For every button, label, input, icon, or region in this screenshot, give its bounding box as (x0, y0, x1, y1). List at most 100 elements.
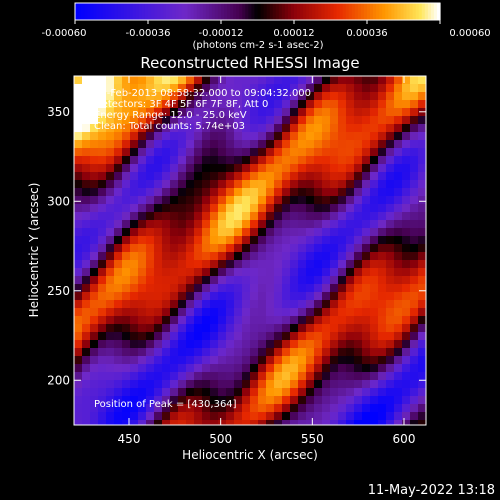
heatmap-cell (298, 188, 306, 196)
heatmap-cell (234, 316, 242, 324)
heatmap-cell (362, 308, 370, 316)
heatmap-cell (210, 364, 218, 372)
colorbar-swatch (409, 3, 414, 20)
heatmap-cell (306, 100, 314, 108)
heatmap-cell (338, 236, 346, 244)
heatmap-cell (162, 380, 170, 388)
heatmap-cell (122, 180, 130, 188)
heatmap-cell (362, 340, 370, 348)
heatmap-cell (130, 372, 138, 380)
heatmap-cell (130, 84, 138, 92)
heatmap-cell (154, 252, 162, 260)
heatmap-cell (162, 132, 170, 140)
heatmap-cell (354, 340, 362, 348)
heatmap-cell (114, 284, 122, 292)
heatmap-cell (178, 116, 186, 124)
heatmap-cell (322, 164, 330, 172)
heatmap-cell (202, 260, 210, 268)
heatmap-cell (178, 188, 186, 196)
heatmap-cell (306, 140, 314, 148)
heatmap-cell (418, 220, 426, 228)
heatmap-cell (202, 148, 210, 156)
heatmap-cell (242, 204, 250, 212)
heatmap-cell (226, 308, 234, 316)
colorbar-swatch (284, 3, 289, 20)
heatmap-cell (146, 76, 154, 84)
colorbar-swatch (318, 3, 322, 20)
heatmap-cell (266, 260, 274, 268)
heatmap-cell (242, 84, 250, 92)
heatmap-cell (410, 324, 418, 332)
heatmap-cell (402, 380, 410, 388)
heatmap-cell (378, 84, 386, 92)
heatmap-cell (106, 196, 114, 204)
heatmap-cell (386, 332, 394, 340)
colorbar-swatch (84, 3, 88, 20)
heatmap-cell (154, 388, 162, 396)
heatmap-cell (402, 276, 410, 284)
heatmap-cell (130, 332, 138, 340)
heatmap-cell (194, 188, 202, 196)
heatmap-cell (90, 324, 98, 332)
heatmap-cell (226, 188, 234, 196)
heatmap-cell (394, 220, 402, 228)
colorbar-swatch (275, 3, 280, 20)
heatmap-cell (130, 196, 138, 204)
heatmap-cell (234, 76, 242, 84)
heatmap-cell (346, 308, 354, 316)
heatmap-cell (162, 76, 170, 84)
heatmap-cell (314, 132, 322, 140)
heatmap-cell (90, 188, 98, 196)
heatmap-cell (354, 404, 362, 412)
heatmap-cell (186, 204, 194, 212)
colorbar-swatch (339, 3, 344, 20)
heatmap-cell (130, 308, 138, 316)
heatmap-cell (274, 140, 282, 148)
heatmap-cell (370, 260, 378, 268)
heatmap-cell (394, 332, 402, 340)
heatmap-cell (218, 388, 226, 396)
heatmap-cell (122, 404, 130, 412)
heatmap-cell (258, 76, 266, 84)
heatmap-cell (138, 420, 146, 425)
heatmap-cell (210, 300, 218, 308)
heatmap-cell (250, 356, 258, 364)
heatmap-cell (330, 180, 338, 188)
heatmap-cell (410, 148, 418, 156)
colorbar-swatch (287, 3, 292, 20)
heatmap-cell (250, 84, 258, 92)
heatmap-cell (306, 388, 314, 396)
colorbar-swatch (126, 3, 131, 20)
heatmap-cell (114, 372, 122, 380)
heatmap-cell (114, 276, 122, 284)
heatmap-cell (306, 340, 314, 348)
heatmap-cell (138, 228, 146, 236)
heatmap-cell (146, 228, 154, 236)
heatmap-cell (282, 92, 290, 100)
heatmap-cell (178, 220, 186, 228)
heatmap-cell (242, 332, 250, 340)
heatmap-cell (314, 204, 322, 212)
heatmap-cell (378, 252, 386, 260)
heatmap-cell (282, 84, 290, 92)
colorbar-swatch (93, 3, 97, 20)
heatmap-cell (130, 340, 138, 348)
heatmap-cell (298, 372, 306, 380)
heatmap-cell (242, 372, 250, 380)
heatmap-cell (82, 300, 90, 308)
heatmap-cell (162, 276, 170, 284)
heatmap-cell (282, 324, 290, 332)
heatmap-cell (282, 180, 290, 188)
heatmap-cell (402, 236, 410, 244)
heatmap-cell (378, 372, 386, 380)
heatmap-cell (210, 268, 218, 276)
heatmap-cell (242, 252, 250, 260)
heatmap-cell (386, 420, 394, 425)
heatmap-cell (418, 124, 426, 132)
heatmap-cell (106, 412, 114, 420)
heatmap-cell (82, 92, 90, 100)
heatmap-cell (346, 340, 354, 348)
heatmap-cell (274, 340, 282, 348)
heatmap-cell (410, 100, 418, 108)
